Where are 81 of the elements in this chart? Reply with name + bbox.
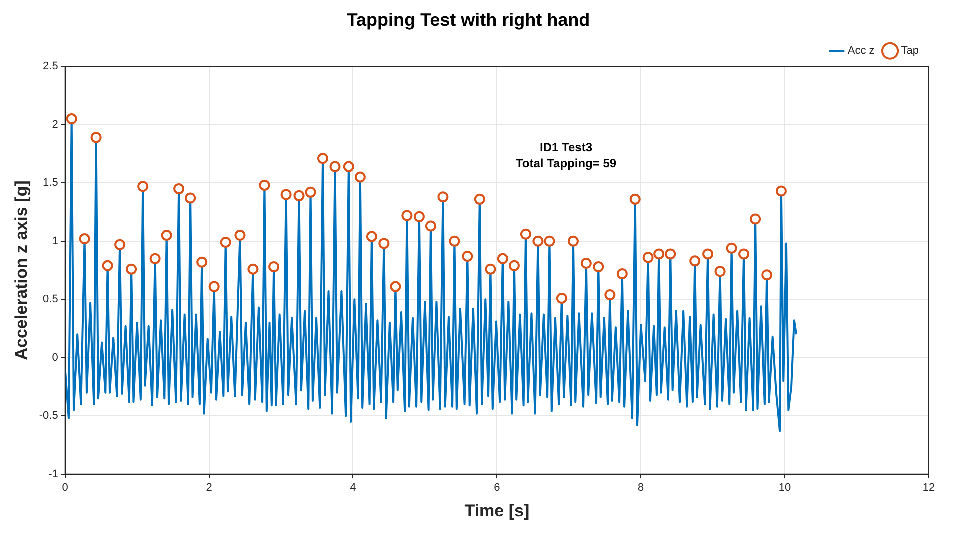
point: [161, 230, 172, 242]
point: [150, 253, 161, 264]
point: [568, 236, 579, 247]
point: [196, 256, 208, 268]
point: [414, 211, 425, 222]
point: [616, 268, 628, 280]
y-tick-label: 1: [52, 235, 58, 248]
point: [90, 132, 102, 144]
point: [402, 210, 413, 222]
point: [330, 161, 341, 172]
y-tick-label: 1.5: [43, 177, 58, 190]
point: [248, 264, 259, 275]
point: [762, 270, 773, 281]
point: [604, 289, 616, 300]
point: [690, 256, 701, 267]
y-tick-label: -0.5: [39, 410, 58, 422]
point: [114, 239, 126, 250]
point: [294, 190, 305, 202]
point: [185, 192, 196, 204]
x-tick-label: 10: [778, 482, 792, 494]
x-tick-label: 2: [206, 482, 212, 494]
annotation: Total Tapping= 59: [516, 156, 617, 170]
point: [438, 192, 449, 203]
y-tick-label: 2: [52, 118, 58, 131]
point: [474, 194, 486, 205]
point: [520, 228, 532, 240]
point: [354, 172, 366, 183]
point: [462, 251, 474, 262]
point: [66, 114, 78, 125]
annotation: ID1 Test3: [540, 140, 593, 154]
point: [305, 186, 316, 198]
legend-label: Acc z: [848, 45, 875, 58]
point: [280, 189, 292, 200]
point: [259, 180, 270, 191]
x-tick-label: 8: [638, 482, 644, 494]
point: [126, 264, 138, 275]
point: [208, 281, 220, 292]
point: [174, 183, 185, 194]
point: [366, 231, 378, 242]
point: [738, 248, 750, 260]
point: [750, 214, 762, 225]
point: [776, 186, 787, 197]
chart-title: Tapping Test with right hand: [346, 10, 590, 30]
point: [654, 248, 665, 260]
point: [508, 260, 520, 272]
y-tick-label: 0: [52, 352, 58, 364]
y-tick-label: 2.5: [43, 60, 58, 73]
x-axis-title: Time [s]: [464, 501, 530, 520]
point: [485, 264, 496, 275]
point: [390, 281, 402, 292]
point: [425, 220, 436, 232]
point: [593, 262, 604, 273]
point: [343, 161, 354, 172]
y-tick-label: -1: [48, 468, 58, 480]
point: [220, 237, 232, 248]
point: [544, 236, 556, 247]
y-tick-label: 0.5: [43, 294, 58, 306]
point: [449, 236, 460, 247]
point: [532, 236, 544, 247]
x-tick-label: 6: [494, 482, 500, 494]
point: [630, 194, 641, 205]
point: [580, 258, 592, 270]
point: [556, 292, 568, 304]
point: [138, 181, 149, 192]
legend-label: Tap: [901, 45, 920, 58]
x-tick-label: 12: [922, 482, 936, 494]
point: [497, 253, 508, 264]
point: [79, 234, 90, 245]
point: [726, 242, 738, 254]
point: [665, 248, 676, 260]
point: [234, 230, 246, 242]
y-axis-title: Acceleration z axis [g]: [12, 180, 31, 360]
point: [714, 266, 726, 278]
point: [102, 260, 114, 272]
point: [318, 153, 329, 164]
point: [642, 252, 654, 264]
point: [268, 262, 280, 273]
point: [702, 248, 714, 260]
x-tick-label: 4: [350, 482, 356, 494]
point: [378, 238, 390, 250]
x-tick-label: 0: [62, 482, 68, 494]
